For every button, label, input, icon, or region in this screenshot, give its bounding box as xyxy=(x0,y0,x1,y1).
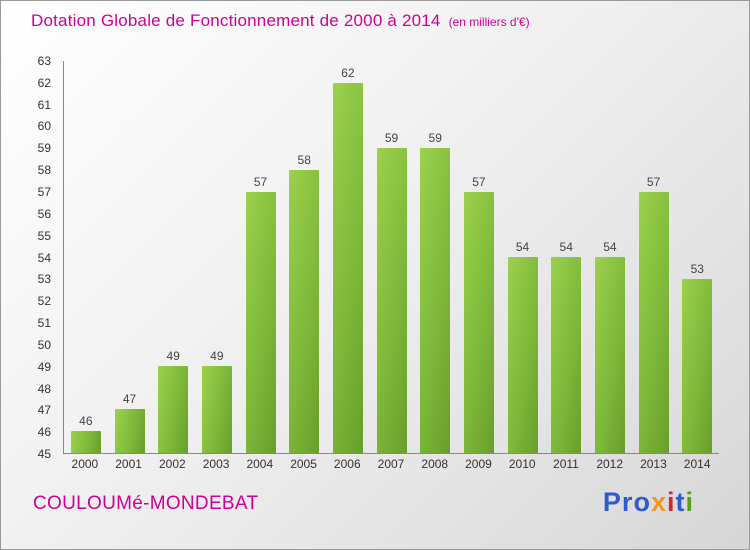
logo-letter: t xyxy=(675,487,686,517)
x-axis-tick-label: 2001 xyxy=(115,457,142,471)
bar-column: 62 xyxy=(326,61,370,453)
bar-value-label: 46 xyxy=(79,414,93,429)
bar-column: 53 xyxy=(675,61,719,453)
y-axis-tick-label: 58 xyxy=(37,163,51,178)
y-axis-tick-label: 51 xyxy=(37,315,51,330)
bar-column: 54 xyxy=(588,61,632,453)
bar-column: 49 xyxy=(195,61,239,453)
y-axis-tick-label: 62 xyxy=(37,75,51,90)
bar xyxy=(507,257,538,453)
y-axis-tick-label: 49 xyxy=(37,359,51,374)
bar xyxy=(114,409,145,453)
footer-commune-name: COULOUMé-MONDEBAT xyxy=(33,493,259,514)
bar-value-label: 57 xyxy=(472,174,486,189)
y-axis-tick-label: 61 xyxy=(37,97,51,112)
bar-column: 59 xyxy=(370,61,414,453)
logo-letter: o xyxy=(633,487,651,517)
y-axis-tick-label: 52 xyxy=(37,294,51,309)
bar-value-label: 54 xyxy=(515,240,530,254)
y-axis-tick-label: 50 xyxy=(37,337,51,352)
bar xyxy=(376,148,407,453)
x-axis-tick-label: 2013 xyxy=(640,457,667,471)
bar-value-label: 54 xyxy=(603,240,617,254)
y-axis-tick-label: 59 xyxy=(37,141,51,156)
bar xyxy=(245,191,276,453)
bar xyxy=(420,148,451,453)
bar xyxy=(289,169,320,453)
bar xyxy=(551,257,582,453)
bar-value-label: 54 xyxy=(559,240,573,254)
y-axis-tick-label: 47 xyxy=(37,403,51,418)
x-axis-tick-label: 2005 xyxy=(290,457,317,471)
y-axis-tick-label: 53 xyxy=(37,272,51,287)
x-axis-tick-label: 2007 xyxy=(377,457,405,471)
chart-subtitle: (en milliers d'€) xyxy=(448,15,530,29)
bar-value-label: 49 xyxy=(210,348,224,363)
logo-letter: i xyxy=(685,487,694,517)
x-axis-tick-label: 2003 xyxy=(202,457,230,471)
x-axis-tick-label: 2006 xyxy=(333,457,361,471)
chart-header: Dotation Globale de Fonctionnement de 20… xyxy=(31,11,530,31)
y-axis-tick-label: 56 xyxy=(37,206,51,221)
x-axis-tick-label: 2012 xyxy=(596,457,624,471)
x-axis-tick-label: 2011 xyxy=(553,457,579,471)
bar-column: 59 xyxy=(413,61,457,453)
bar-column: 46 xyxy=(64,61,108,453)
x-axis-tick-label: 2002 xyxy=(158,457,186,471)
x-axis-tick-label: 2004 xyxy=(246,457,274,471)
logo-letter: P xyxy=(602,487,622,517)
y-axis-tick-label: 45 xyxy=(37,447,51,461)
logo-letter: r xyxy=(621,487,634,517)
bar-value-label: 57 xyxy=(646,174,661,189)
bar-value-label: 57 xyxy=(253,174,268,189)
bar-value-label: 53 xyxy=(690,261,704,276)
y-axis-tick-label: 63 xyxy=(37,54,51,68)
bar-column: 57 xyxy=(457,61,501,453)
y-axis-tick-label: 46 xyxy=(37,425,51,440)
bar-value-label: 59 xyxy=(428,131,442,146)
x-axis: 2000 2001 2002 2003 2004 2005 2006 2007 2008 2009… xyxy=(63,457,719,471)
bar-column: 54 xyxy=(501,61,545,453)
y-axis-tick-label: 55 xyxy=(37,228,51,243)
y-axis: 63 62 61 60 59 58 57 56 55 54 53 52 51 50 49 48 47 46 45 xyxy=(25,54,57,461)
bar-value-label: 47 xyxy=(122,392,137,407)
bars-container: 46 47 49 49 57 58 62 59 59 57 54 54 54 57 53 xyxy=(64,61,719,453)
x-axis-tick-label: 2010 xyxy=(508,457,536,471)
bar xyxy=(201,365,232,453)
bar xyxy=(682,278,713,453)
bar-column: 57 xyxy=(632,61,676,453)
bar-value-label: 58 xyxy=(297,152,311,167)
bar-value-label: 62 xyxy=(341,65,355,80)
bar-value-label: 59 xyxy=(384,131,399,146)
bar xyxy=(638,191,669,453)
bar-column: 58 xyxy=(282,61,326,453)
bar xyxy=(158,365,189,453)
bar-column: 57 xyxy=(239,61,283,453)
y-axis-tick-label: 48 xyxy=(37,381,51,396)
proxiti-logo: Proxiti xyxy=(603,487,694,518)
bar-column: 49 xyxy=(151,61,195,453)
plot-area: 46 47 49 49 57 58 62 59 59 57 54 54 54 57 53 xyxy=(63,61,719,454)
bar xyxy=(463,191,494,453)
bar xyxy=(594,257,625,453)
bar xyxy=(70,431,101,453)
logo-letter: x xyxy=(650,487,667,517)
x-axis-tick-label: 2008 xyxy=(421,457,449,471)
x-axis-tick-label: 2000 xyxy=(71,457,99,471)
y-axis-tick-label: 54 xyxy=(37,250,51,265)
x-axis-tick-label: 2009 xyxy=(465,457,492,471)
bar xyxy=(332,82,363,453)
logo-letter: i xyxy=(666,487,676,517)
page-title: Dotation Globale de Fonctionnement de 20… xyxy=(31,11,441,30)
y-axis-tick-label: 60 xyxy=(37,119,51,134)
x-axis-tick-label: 2014 xyxy=(683,457,711,471)
bar-value-label: 49 xyxy=(166,348,180,363)
bar-column: 47 xyxy=(108,61,152,453)
y-axis-tick-label: 57 xyxy=(37,184,51,199)
bar-column: 54 xyxy=(544,61,588,453)
